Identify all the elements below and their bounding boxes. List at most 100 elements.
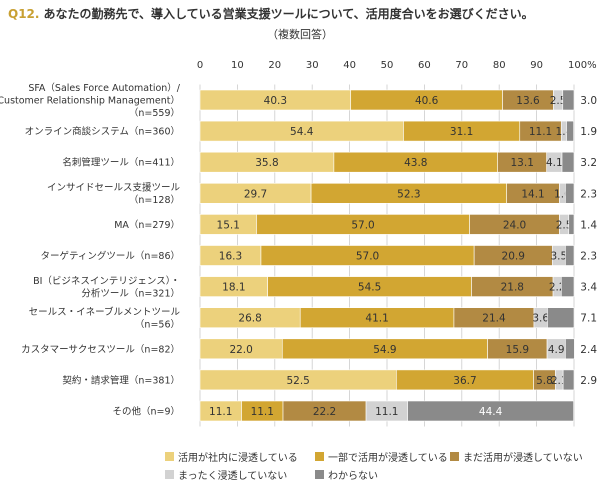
category-label: 名刺管理ツール（n=411）	[62, 157, 180, 169]
outside-value-label: 3.2	[580, 157, 597, 169]
segment-value-label: 2.5	[556, 219, 573, 231]
segment-value-label: 52.3	[397, 188, 420, 200]
bar-segment	[562, 89, 575, 111]
segment-value-label: 15.1	[217, 219, 240, 231]
segment-value-label: 26.8	[238, 313, 261, 325]
segment-value-label: 4.1	[546, 157, 563, 169]
category-label: ターゲティングツール（n=86）	[41, 250, 181, 262]
category-label: セールス・イネーブルメントツール	[29, 306, 181, 318]
segment-value-label: 40.6	[415, 95, 439, 107]
question-number: Q12.	[8, 7, 40, 21]
bar-segment	[568, 214, 575, 235]
segment-value-label: 13.6	[516, 95, 540, 107]
segment-value-label: 5.8	[536, 375, 553, 387]
category-label: MA（n=279）	[114, 219, 180, 231]
segment-value-label: 15.9	[506, 344, 529, 356]
question-text: あなたの勤務先で、導入している営業支援ツールについて、活用度合いをお選びください…	[43, 7, 534, 21]
segment-value-label: 11.1	[209, 406, 232, 418]
legend-label: わからない	[328, 471, 378, 482]
segment-value-label: 3.5	[551, 251, 568, 263]
bar-segment	[407, 400, 574, 422]
multiple-answer-note: （複数回答）	[267, 28, 333, 41]
segment-value-label: 57.0	[351, 219, 374, 231]
x-tick-label: 10	[231, 60, 244, 71]
bar-segment	[560, 276, 575, 297]
segment-value-label: 44.4	[479, 406, 503, 418]
legend-item: 活用が社内に浸透している	[165, 449, 298, 464]
outside-value-label: 2.3	[580, 188, 597, 200]
outside-value-label: 2.3	[580, 251, 597, 263]
segment-value-label: 43.8	[404, 157, 427, 169]
outside-value-label: 7.1	[580, 313, 597, 325]
bar-segment	[565, 183, 575, 204]
segment-value-label: 22.0	[229, 344, 252, 356]
segment-value-label: 4.9	[548, 344, 565, 356]
segment-value-label: 14.1	[521, 188, 544, 200]
legend-label: 活用が社内に浸透している	[178, 453, 298, 464]
category-label: CRM（Customer Relationship Management）	[0, 95, 180, 107]
x-tick-label: 40	[343, 60, 356, 71]
bar-segment	[561, 151, 575, 173]
segment-value-label: 54.4	[290, 126, 314, 138]
category-label: オンライン商談システム（n=360）	[25, 126, 180, 138]
legend-swatch	[450, 452, 459, 461]
segment-value-label: 3.6	[532, 313, 549, 325]
segment-value-label: 31.1	[450, 126, 473, 138]
question-title: Q12. あなたの勤務先で、導入している営業支援ツールについて、活用度合いをお選び…	[8, 5, 534, 22]
segment-value-label: 13.1	[511, 157, 534, 169]
segment-value-label: 54.5	[358, 282, 381, 294]
legend-swatch	[165, 470, 174, 479]
x-tick-label: 80	[493, 60, 506, 71]
segment-value-label: 29.7	[244, 188, 267, 200]
outside-value-label: 3.4	[580, 282, 597, 294]
legend-label: まだ活用が浸透していない	[463, 453, 583, 464]
category-label: SFA（Sales Force Automation）/	[28, 82, 180, 94]
x-tick-label: 90	[530, 60, 543, 71]
category-label: カスタマーサクセスツール（n=82）	[21, 343, 180, 355]
bar-segment	[565, 338, 575, 360]
category-label: インサイドセールス支援ツール	[47, 182, 181, 194]
x-tick-label: 50	[381, 60, 394, 71]
category-label: BI（ビジネスインテリジェンス）・	[33, 275, 180, 287]
segment-value-label: 41.1	[365, 313, 388, 325]
x-tick-label: 100%	[568, 60, 597, 71]
bar-segment	[565, 245, 575, 266]
legend-label: 一部で活用が浸透している	[328, 453, 448, 464]
segment-value-label: 40.3	[264, 95, 287, 107]
bar-segment	[547, 307, 575, 329]
legend-label: まったく浸透していない	[178, 471, 288, 482]
legend-swatch	[315, 470, 324, 479]
segment-value-label: 11.1	[375, 406, 398, 418]
legend-swatch	[165, 452, 174, 461]
legend-item: まったく浸透していない	[165, 467, 287, 482]
legend-item: まだ活用が浸透していない	[450, 449, 583, 464]
outside-value-label: 2.4	[580, 344, 597, 356]
outside-value-label: 3.0	[580, 95, 597, 107]
segment-value-label: 2.5	[550, 95, 567, 107]
segment-value-label: 24.0	[503, 219, 526, 231]
segment-value-label: 11.1	[529, 126, 552, 138]
outside-value-label: 1.4	[580, 219, 597, 231]
stacked-bar-chart: 0 10 20 30 40 50 60 70 80 90 100% SFA（Sales Force A…	[0, 60, 597, 427]
segment-value-label: 21.8	[501, 282, 524, 294]
category-label: 分析ツール（n=321）	[81, 287, 180, 299]
segment-value-label: 54.9	[373, 344, 396, 356]
segment-value-label: 35.8	[255, 157, 278, 169]
segment-value-label: 22.2	[313, 406, 336, 418]
legend-item: 一部で活用が浸透している	[315, 449, 448, 464]
outside-value-label: 1.9	[580, 126, 597, 138]
x-tick-label: 70	[455, 60, 468, 71]
legend-swatch	[315, 452, 324, 461]
category-label: （n=559）	[129, 107, 180, 119]
segment-value-label: 57.0	[356, 251, 379, 263]
x-tick-label: 30	[306, 60, 319, 71]
category-label: （n=128）	[129, 194, 180, 206]
segment-value-label: 16.3	[219, 251, 242, 263]
segment-value-label: 11.1	[251, 406, 274, 418]
x-tick-label: 20	[268, 60, 281, 71]
legend-item: わからない	[315, 467, 378, 482]
segment-value-label: 21.4	[482, 313, 506, 325]
segment-value-label: 20.9	[502, 251, 525, 263]
segment-value-label: 52.5	[286, 375, 309, 387]
outside-value-label: 2.9	[580, 375, 597, 387]
